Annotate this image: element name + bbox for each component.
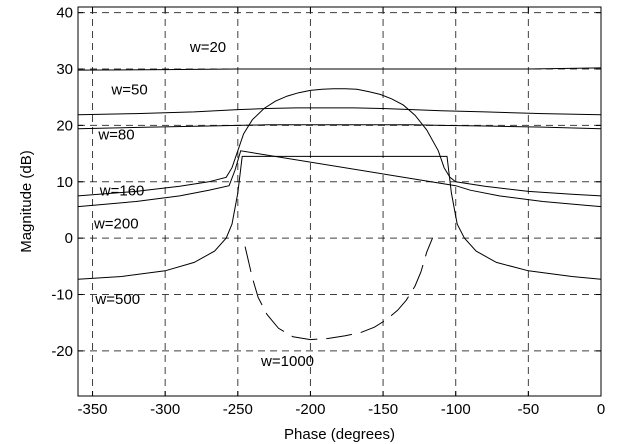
series-label-w-500: w=500 [94,291,140,308]
series-line-w-80 [77,124,602,130]
y-tick-label-5: -10 [51,287,73,304]
x-tick-label-7: 0 [597,401,605,418]
series-line-w-1000 [244,237,433,341]
series-line-w-200 [77,150,602,208]
x-axis-title: Phase (degrees) [284,426,395,443]
tick-marks [78,7,602,396]
x-tick-label-0: -350 [78,401,108,418]
x-tick-label-4: -150 [368,401,398,418]
series-label-w-20: w=20 [189,39,226,56]
curve-layer [77,67,602,341]
series-line-w-20 [77,67,602,71]
x-tick-label-6: -50 [518,401,540,418]
x-tick-label-2: -250 [223,401,253,418]
y-tick-label-3: 10 [56,174,73,191]
series-line-w-50 [77,107,602,116]
y-tick-label-1: 30 [56,61,73,78]
x-tick-label-3: -200 [295,401,325,418]
x-tick-labels: -350 -300 -250 -200 -150 -100 -50 0 [78,401,606,418]
plot-frame [77,6,602,397]
x-tick-label-1: -300 [150,401,180,418]
x-tick-label-5: -100 [441,401,471,418]
y-tick-label-4: 0 [65,230,73,247]
series-label-w-80: w=80 [97,126,134,143]
series-label-w-200: w=200 [93,216,139,233]
series-labels: w=20 w=50 w=80 w=160 w=200 w=500 w=1000 [93,39,314,370]
series-label-w-1000: w=1000 [260,353,314,370]
y-tick-label-0: 40 [56,5,73,22]
series-line-w-500 [77,155,602,280]
y-tick-label-6: -20 [51,343,73,360]
series-label-w-50: w=50 [110,81,147,98]
y-tick-labels: 40 30 20 10 0 -10 -20 [51,5,73,360]
series-label-w-160: w=160 [99,182,145,199]
y-tick-label-2: 20 [56,117,73,134]
grid-lines [78,7,601,396]
y-axis-title: Magnitude (dB) [18,150,35,253]
